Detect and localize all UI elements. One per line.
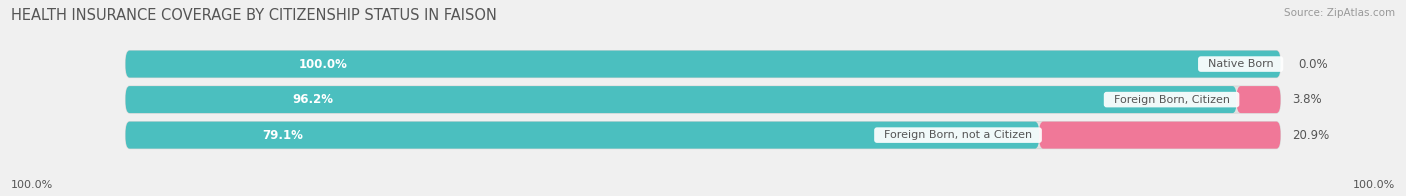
Text: 100.0%: 100.0%	[298, 58, 347, 71]
Text: Foreign Born, not a Citizen: Foreign Born, not a Citizen	[877, 130, 1039, 140]
Text: 79.1%: 79.1%	[263, 129, 304, 142]
Text: 100.0%: 100.0%	[1353, 180, 1395, 190]
FancyBboxPatch shape	[125, 122, 1039, 149]
Text: 20.9%: 20.9%	[1292, 129, 1329, 142]
FancyBboxPatch shape	[125, 86, 1281, 113]
FancyBboxPatch shape	[125, 86, 1236, 113]
Text: HEALTH INSURANCE COVERAGE BY CITIZENSHIP STATUS IN FAISON: HEALTH INSURANCE COVERAGE BY CITIZENSHIP…	[11, 8, 498, 23]
Text: 0.0%: 0.0%	[1298, 58, 1327, 71]
Text: 96.2%: 96.2%	[292, 93, 333, 106]
Text: Source: ZipAtlas.com: Source: ZipAtlas.com	[1284, 8, 1395, 18]
Text: Foreign Born, Citizen: Foreign Born, Citizen	[1107, 95, 1236, 105]
FancyBboxPatch shape	[1039, 122, 1281, 149]
Text: 100.0%: 100.0%	[11, 180, 53, 190]
FancyBboxPatch shape	[125, 51, 1281, 78]
FancyBboxPatch shape	[1236, 86, 1281, 113]
FancyBboxPatch shape	[125, 51, 1281, 78]
Text: 3.8%: 3.8%	[1292, 93, 1322, 106]
Text: Native Born: Native Born	[1201, 59, 1281, 69]
FancyBboxPatch shape	[125, 122, 1281, 149]
